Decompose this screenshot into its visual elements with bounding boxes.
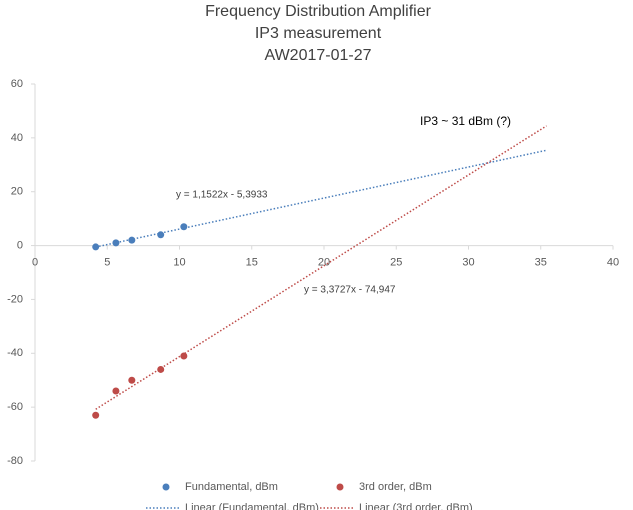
legend-label: 3rd order, dBm bbox=[359, 481, 432, 493]
chart-title: AW2017-01-27 bbox=[264, 47, 371, 64]
y-tick-label: 40 bbox=[11, 132, 23, 144]
x-tick-label: 15 bbox=[246, 256, 258, 268]
y-tick-label: -80 bbox=[7, 455, 23, 467]
point bbox=[180, 223, 188, 231]
legend-label: Fundamental, dBm bbox=[185, 481, 278, 493]
legend-label: Linear (3rd order, dBm) bbox=[359, 502, 473, 510]
x-tick-label: 0 bbox=[32, 256, 38, 268]
x-tick-label: 5 bbox=[104, 256, 110, 268]
point bbox=[157, 231, 165, 239]
point bbox=[92, 411, 100, 419]
point bbox=[112, 239, 120, 247]
legend-label: Linear (Fundamental, dBm) bbox=[185, 502, 319, 510]
y-tick-label: -60 bbox=[7, 401, 23, 413]
y-tick-label: 20 bbox=[11, 186, 23, 198]
trendline-equation: y = 1,1522x - 5,3933 bbox=[176, 190, 268, 201]
point bbox=[128, 376, 136, 384]
y-tick-label: -20 bbox=[7, 293, 23, 305]
annotation: IP3 ~ 31 dBm (?) bbox=[420, 114, 511, 128]
trendline-equation: y = 3,3727x - 74,947 bbox=[304, 285, 396, 296]
x-tick-label: 30 bbox=[462, 256, 474, 268]
chart-title: Frequency Distribution Amplifier bbox=[205, 3, 432, 20]
x-tick-label: 20 bbox=[318, 256, 330, 268]
legend-marker bbox=[162, 483, 170, 491]
y-tick-label: 60 bbox=[11, 78, 23, 90]
point bbox=[180, 352, 188, 360]
x-tick-label: 25 bbox=[390, 256, 402, 268]
y-tick-label: 0 bbox=[17, 239, 23, 251]
trendline bbox=[95, 125, 547, 410]
x-tick-label: 40 bbox=[607, 256, 619, 268]
point bbox=[128, 236, 136, 244]
y-tick-label: -40 bbox=[7, 347, 23, 359]
chart-title: IP3 measurement bbox=[255, 25, 382, 42]
x-tick-label: 10 bbox=[173, 256, 185, 268]
point bbox=[92, 243, 100, 251]
legend-marker bbox=[336, 483, 344, 491]
x-tick-label: 35 bbox=[535, 256, 547, 268]
point bbox=[157, 365, 165, 373]
point bbox=[112, 387, 120, 395]
